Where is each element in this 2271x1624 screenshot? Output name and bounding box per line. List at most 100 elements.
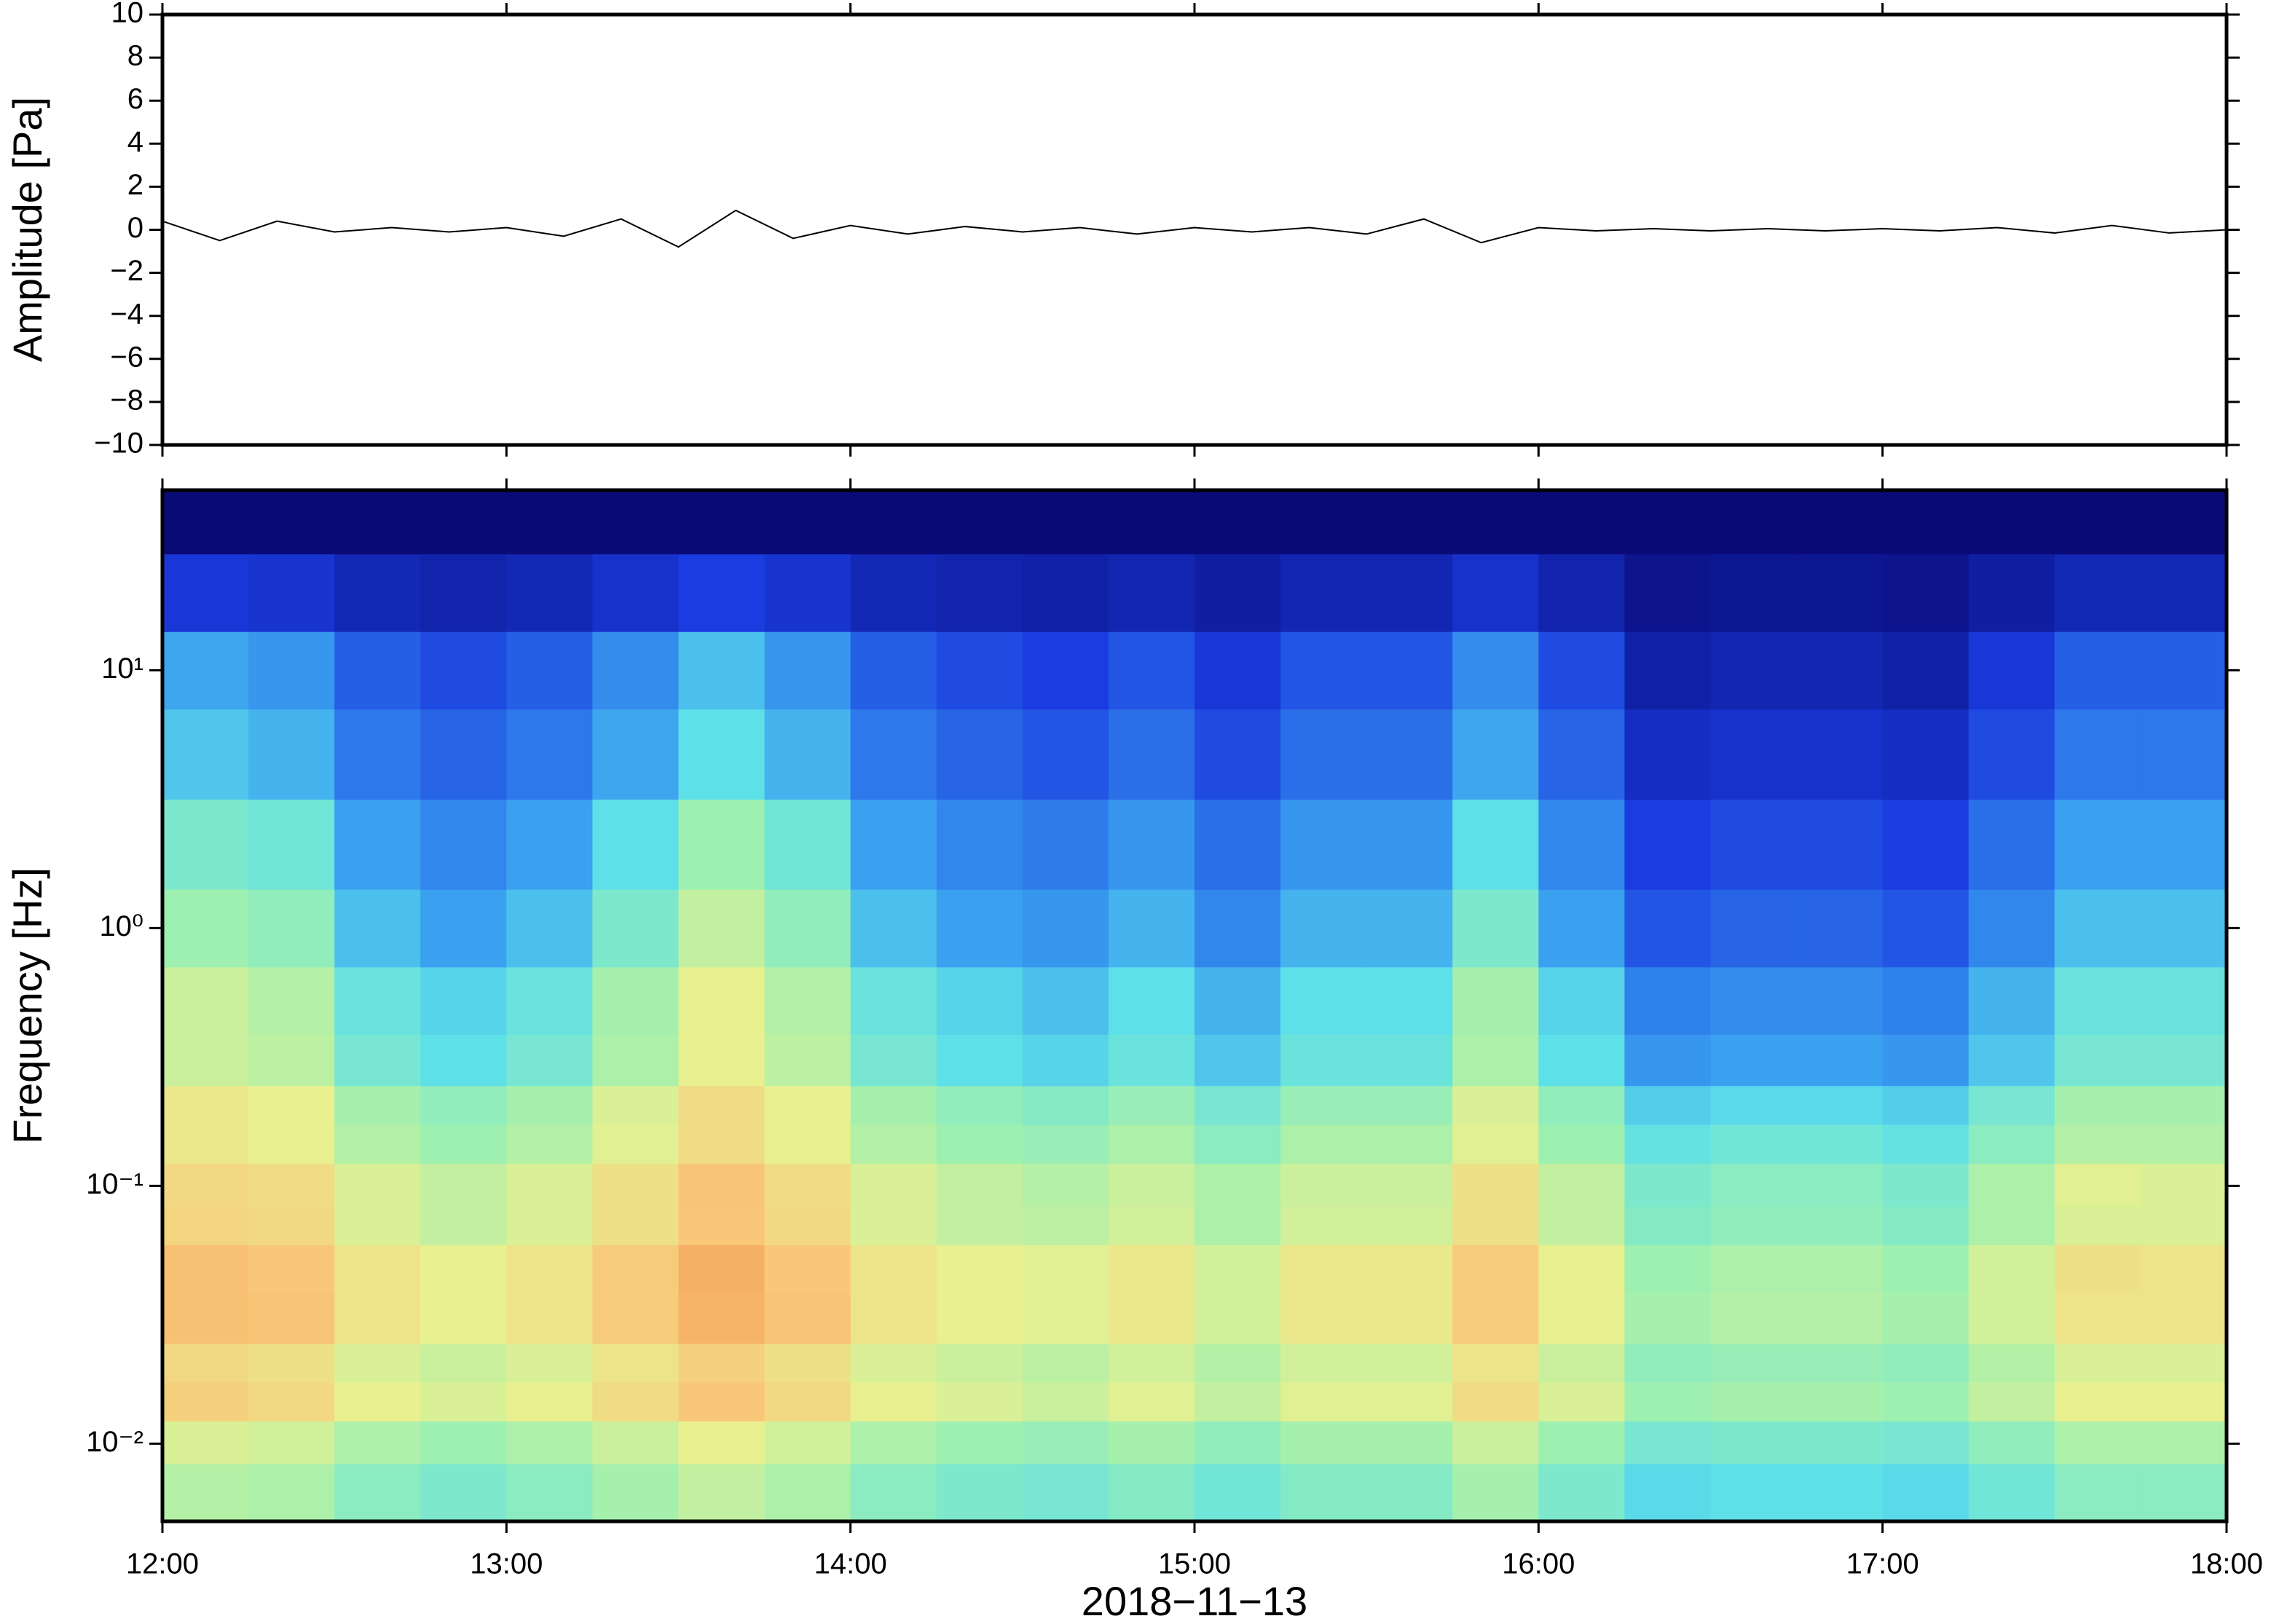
heatmap-cell (678, 1381, 765, 1422)
heatmap-cell (1022, 1124, 1109, 1164)
heatmap-cell (1280, 1343, 1367, 1383)
heatmap-cell (1108, 1163, 1195, 1207)
heatmap-cell (1796, 1245, 1884, 1293)
heatmap-cell (1022, 1421, 1109, 1465)
heatmap-cell (1194, 709, 1281, 800)
heatmap-cell (1882, 1163, 1969, 1207)
heatmap-cell (936, 1245, 1023, 1293)
heatmap-cell (162, 1421, 249, 1465)
heatmap-cell (1624, 1124, 1712, 1164)
heatmap-cell (2054, 1163, 2141, 1207)
heatmap-cell (1194, 1381, 1281, 1422)
heatmap-cell (248, 1245, 335, 1293)
heatmap-cell (334, 1292, 421, 1344)
heatmap-cell (1194, 1292, 1281, 1344)
heatmap-cell (1624, 1463, 1712, 1522)
heatmap-cell (1280, 1205, 1367, 1245)
heatmap-cell (420, 1205, 507, 1245)
heatmap-cell (1968, 1421, 2055, 1465)
heatmap-cell (1968, 631, 2055, 710)
heatmap-cell (678, 1421, 765, 1465)
heatmap-cell (1796, 1163, 1884, 1207)
heatmap-cell (2054, 799, 2141, 890)
heatmap-cell (2054, 1205, 2141, 1245)
heatmap-cell (506, 709, 594, 800)
heatmap-cell (1022, 799, 1109, 890)
heatmap-cell (334, 1343, 421, 1383)
heatmap-cell (162, 1463, 249, 1522)
heatmap-cell (1366, 1124, 1453, 1164)
heatmap-cell (764, 1463, 851, 1522)
heatmap-cell (2054, 631, 2141, 710)
heatmap-cell (1452, 1245, 1539, 1293)
heatmap-cell (1796, 709, 1884, 800)
heatmap-cell (1710, 1124, 1798, 1164)
heatmap-cell (678, 1463, 765, 1522)
heatmap-cell (248, 799, 335, 890)
heatmap-cell (936, 553, 1023, 632)
heatmap-cell (1280, 889, 1367, 968)
heatmap-cell (334, 490, 421, 555)
heatmap-cell (2054, 1034, 2141, 1087)
heatmap-cell (334, 889, 421, 968)
heatmap-cell (2054, 1292, 2141, 1344)
heatmap-cell (1452, 709, 1539, 800)
heatmap-cell (1968, 1245, 2055, 1293)
heatmap-cell (1882, 1292, 1969, 1344)
heatmap-cell (2054, 1245, 2141, 1293)
heatmap-cell (1882, 799, 1969, 890)
heatmap-cell (420, 1034, 507, 1087)
heatmap-cell (764, 709, 851, 800)
heatmap-cell (764, 966, 851, 1035)
heatmap-cell (1108, 799, 1195, 890)
heatmap-cell (678, 490, 765, 555)
heatmap-cell (1710, 966, 1798, 1035)
heatmap-cell (936, 490, 1023, 555)
heatmap-cell (1452, 1205, 1539, 1245)
heatmap-cell (2054, 490, 2141, 555)
heatmap-cell (850, 799, 937, 890)
x-tick-label: 13:00 (470, 1548, 543, 1580)
heatmap-cell (2054, 889, 2141, 968)
heatmap-cell (1452, 1343, 1539, 1383)
heatmap-cell (1108, 1421, 1195, 1465)
heatmap-cell (420, 1163, 507, 1207)
heatmap-cell (1796, 1034, 1884, 1087)
heatmap-cell (764, 553, 851, 632)
heatmap-cell (162, 1085, 249, 1125)
heatmap-cell (1194, 1205, 1281, 1245)
heatmap-cell (334, 1381, 421, 1422)
heatmap-cell (678, 1343, 765, 1383)
heatmap-cell (1624, 1085, 1712, 1125)
heatmap-cell (936, 709, 1023, 800)
heatmap-cell (592, 631, 680, 710)
heatmap-cell (248, 1085, 335, 1125)
heatmap-cell (334, 553, 421, 632)
heatmap-cell (764, 1085, 851, 1125)
heatmap-cell (1968, 1034, 2055, 1087)
heatmap-cell (1280, 1085, 1367, 1125)
heatmap-cell (162, 1292, 249, 1344)
heatmap-cell (1366, 1381, 1453, 1422)
heatmap-cell (678, 1124, 765, 1164)
heatmap-cell (2140, 889, 2227, 968)
heatmap-cell (248, 1292, 335, 1344)
y-tick-label: 4 (127, 126, 143, 158)
heatmap-cell (2140, 1245, 2227, 1293)
heatmap-cell (1538, 1034, 1626, 1087)
heatmap-cell (850, 1463, 937, 1522)
heatmap-cell (1882, 631, 1969, 710)
heatmap-cell (592, 553, 680, 632)
y-tick-label: 10¹ (101, 653, 143, 685)
heatmap-cell (1624, 709, 1712, 800)
heatmap-cell (592, 490, 680, 555)
heatmap-cell (678, 889, 765, 968)
heatmap-cell (1624, 1421, 1712, 1465)
heatmap-cell (2140, 1163, 2227, 1207)
x-tick-label: 14:00 (814, 1548, 887, 1580)
y-tick-label: −8 (110, 384, 143, 416)
heatmap-cell (850, 1343, 937, 1383)
heatmap-cell (850, 1381, 937, 1422)
heatmap-cell (1710, 1034, 1798, 1087)
